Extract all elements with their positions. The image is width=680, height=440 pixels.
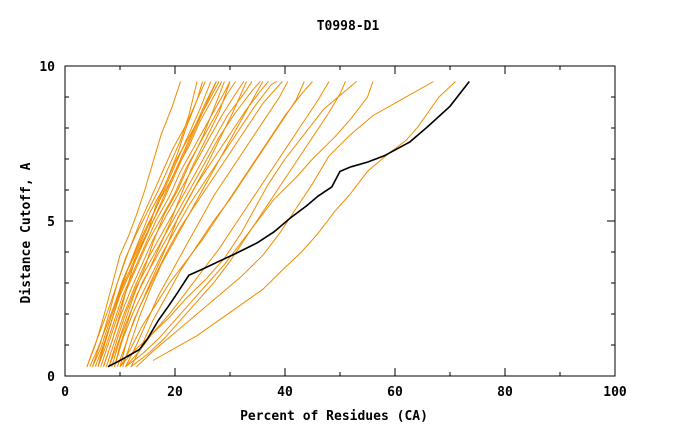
series-line-model-21 — [130, 81, 346, 368]
series-line-model-17 — [125, 81, 289, 367]
series-line-model-15 — [114, 81, 231, 367]
series-line-model-7 — [103, 81, 245, 367]
series-line-model-6 — [100, 81, 236, 367]
x-tick-label: 0 — [61, 385, 69, 400]
x-tick-label: 60 — [387, 385, 403, 400]
highlight-group — [107, 81, 470, 368]
series-line-model-9 — [108, 81, 261, 367]
series-line-model-13 — [97, 81, 220, 367]
series-line-model-20 — [125, 81, 330, 368]
series-line-model-23 — [125, 81, 374, 368]
x-tick-label: 80 — [497, 385, 513, 400]
series-line-model-11 — [114, 81, 278, 367]
y-tick-label: 10 — [39, 60, 55, 75]
series-line-model-2 — [89, 81, 212, 367]
series-line-model-28 — [108, 81, 225, 367]
x-tick-label: 100 — [603, 385, 627, 400]
axes: 0 20 40 60 80 100 0 5 10 — [39, 60, 627, 400]
series-line-model-27 — [103, 81, 203, 367]
series-line-model-14 — [92, 81, 206, 367]
chart-title: T0998-D1 — [317, 19, 380, 34]
series-group — [86, 81, 456, 368]
x-tick-label: 40 — [277, 385, 293, 400]
series-line-model-26 — [86, 81, 181, 367]
highlight-series-line — [107, 81, 470, 368]
series-line-model-22 — [119, 81, 357, 368]
plot-frame — [64, 65, 616, 377]
x-axis-label: Percent of Residues (CA) — [240, 409, 428, 424]
y-tick-label: 0 — [47, 370, 55, 385]
series-line-model-30 — [97, 81, 217, 367]
series-line-model-18 — [130, 81, 305, 367]
y-axis-label: Distance Cutoff, A — [19, 162, 34, 303]
series-line-model-8 — [105, 81, 253, 367]
series-line-model-12 — [119, 81, 283, 367]
series-line-model-19 — [119, 81, 313, 367]
series-line-model-25 — [152, 81, 456, 361]
series-line-model-4 — [94, 81, 223, 367]
series-line-model-10 — [111, 81, 269, 367]
series-line-model-24 — [136, 81, 434, 368]
y-tick-label: 5 — [47, 215, 55, 230]
x-tick-label: 20 — [167, 385, 183, 400]
series-line-model-16 — [122, 81, 264, 367]
series-line-model-1 — [86, 81, 198, 367]
series-line-model-5 — [97, 81, 231, 367]
series-line-model-29 — [116, 81, 247, 367]
